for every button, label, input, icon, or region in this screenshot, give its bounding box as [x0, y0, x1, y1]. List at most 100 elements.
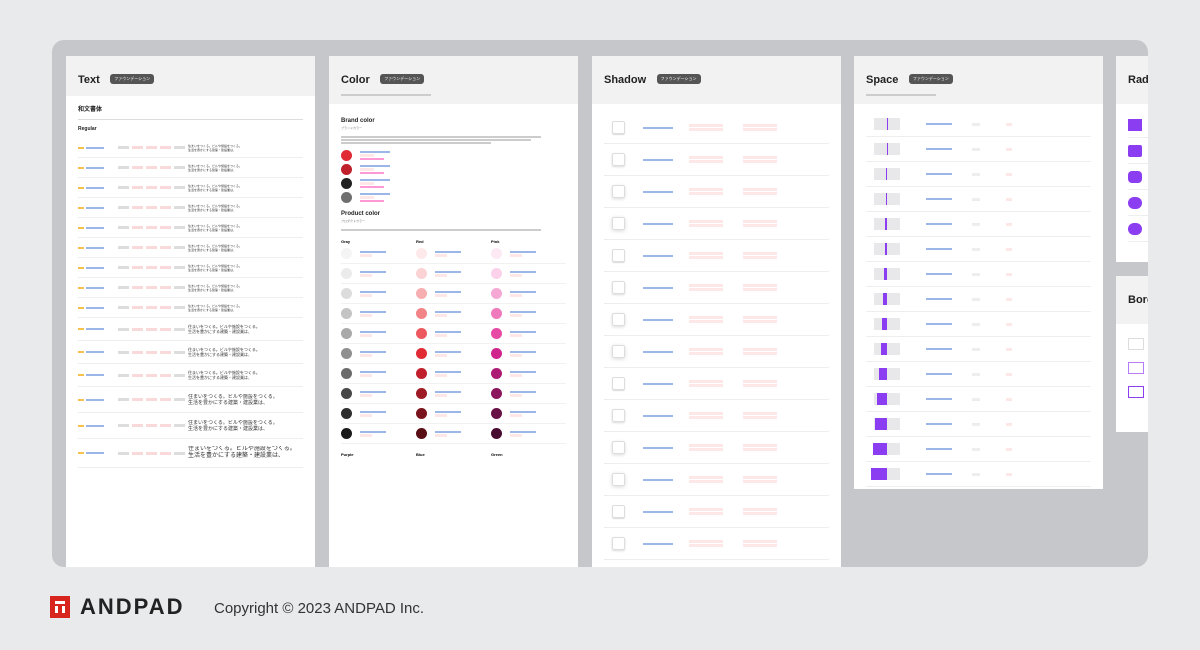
pill [132, 166, 143, 169]
space-row [866, 287, 1091, 312]
shadow-row [604, 304, 829, 336]
text-sample-line: 住まいをつくる。ビルや施設をつくる。 [188, 347, 260, 352]
pill [118, 186, 129, 189]
swatch-meta [360, 178, 390, 189]
product-swatch-row [416, 304, 491, 324]
product-swatch-row [416, 244, 491, 264]
text-sample-line: 住まいをつくる。ビルや施設をつくる。 [188, 370, 260, 375]
line [689, 348, 723, 351]
text-row-label [78, 146, 118, 149]
pill [86, 146, 104, 149]
swatch-meta [435, 370, 461, 378]
line [743, 508, 777, 511]
shadow-sample [612, 377, 625, 390]
text-row: 住まいをつくる。ビルや施設をつくる。 生活を豊かにする建築・建設業は、 [78, 138, 303, 158]
pill [132, 451, 143, 455]
shadow-name [643, 254, 689, 257]
text-card: Text ファウンデーション 和文書体 Regular 住まいをつくる。ビルや施… [66, 56, 315, 567]
pill [132, 350, 143, 354]
line [435, 293, 447, 297]
border-row [1128, 380, 1148, 404]
line [510, 350, 536, 353]
swatch-meta [510, 290, 536, 298]
text-row-label [78, 328, 118, 330]
shadow-value [689, 219, 723, 228]
text-sample: 住まいをつくる。ビルや施設をつくる。 生活を豊かにする建築・建設業は、 [188, 394, 303, 406]
space-row [866, 262, 1091, 287]
text-row-label [78, 246, 118, 249]
line [360, 333, 372, 337]
text-row-label [78, 266, 118, 269]
shadow-card-title: Shadow [604, 74, 647, 86]
line [510, 270, 536, 273]
swatch-meta [360, 350, 386, 358]
shadow-value-2 [743, 411, 777, 420]
line [360, 293, 372, 297]
shadow-sample [612, 313, 625, 326]
line [360, 253, 372, 257]
pink-label: Pink [491, 239, 500, 244]
line [360, 165, 390, 167]
line [1006, 472, 1012, 476]
shadow-value-2 [743, 539, 777, 548]
text-row-label [78, 374, 118, 376]
pill [146, 350, 157, 354]
line [689, 192, 723, 195]
space-sample [874, 393, 900, 405]
line [1006, 397, 1012, 401]
text-row: 住まいをつくる。ビルや施設をつくる。 生活を豊かにする建築・建設業は、 [78, 387, 303, 413]
space-fill [875, 418, 887, 430]
line [689, 160, 723, 163]
space-row [866, 112, 1091, 137]
line [972, 147, 980, 151]
line [360, 186, 384, 188]
copyright-text: Copyright © 2023 ANDPAD Inc. [214, 600, 425, 617]
shadow-value [689, 539, 723, 548]
space-card: Space ファウンデーション [854, 56, 1103, 489]
space-row [866, 362, 1091, 387]
product-swatch-row [416, 404, 491, 424]
shadow-sample [612, 249, 625, 262]
line [435, 370, 461, 373]
text-sample-table: 住まいをつくる。ビルや施設をつくる。 生活を豊かにする建築・建設業は、 住まいをつく… [78, 138, 303, 468]
color-swatch [416, 308, 427, 319]
pill [146, 146, 157, 149]
line [689, 128, 723, 131]
color-swatch [416, 248, 427, 259]
line [743, 288, 777, 291]
line [643, 190, 673, 193]
line [972, 172, 980, 176]
pill [118, 306, 129, 309]
line [510, 330, 536, 333]
shadow-sample [612, 281, 625, 294]
pill [118, 350, 129, 354]
radius-row [1128, 190, 1148, 216]
line [972, 422, 980, 426]
line [1006, 347, 1012, 351]
pill [146, 226, 157, 229]
text-row-label [78, 398, 118, 401]
text-sample-line: 生活を豊かにする建築・建設業は、 [188, 227, 237, 232]
line [743, 512, 777, 515]
text-sample: 住まいをつくる。ビルや施設をつくる。 生活を豊かにする建築・建設業は、 [188, 144, 303, 152]
line [360, 353, 372, 357]
text-sample: 住まいをつくる。ビルや施設をつくる。 生活を豊かにする建築・建設業は、 [188, 164, 303, 172]
pill [78, 266, 84, 269]
radius-sample [1128, 196, 1142, 209]
line [689, 188, 723, 191]
pill [78, 146, 84, 149]
line [643, 382, 673, 385]
text-sample-line: 生活を豊かにする建築・建設業は、 [188, 207, 237, 212]
space-row [866, 462, 1091, 487]
pill [160, 451, 171, 455]
line [972, 472, 980, 476]
line [510, 310, 536, 313]
swatch-meta [435, 430, 461, 438]
line [689, 316, 723, 319]
text-card-title: Text [78, 74, 100, 86]
space-fill [871, 468, 887, 480]
pill [86, 374, 104, 376]
line [510, 393, 522, 397]
line [926, 373, 952, 375]
radius-card-title: Radi [1128, 74, 1148, 86]
